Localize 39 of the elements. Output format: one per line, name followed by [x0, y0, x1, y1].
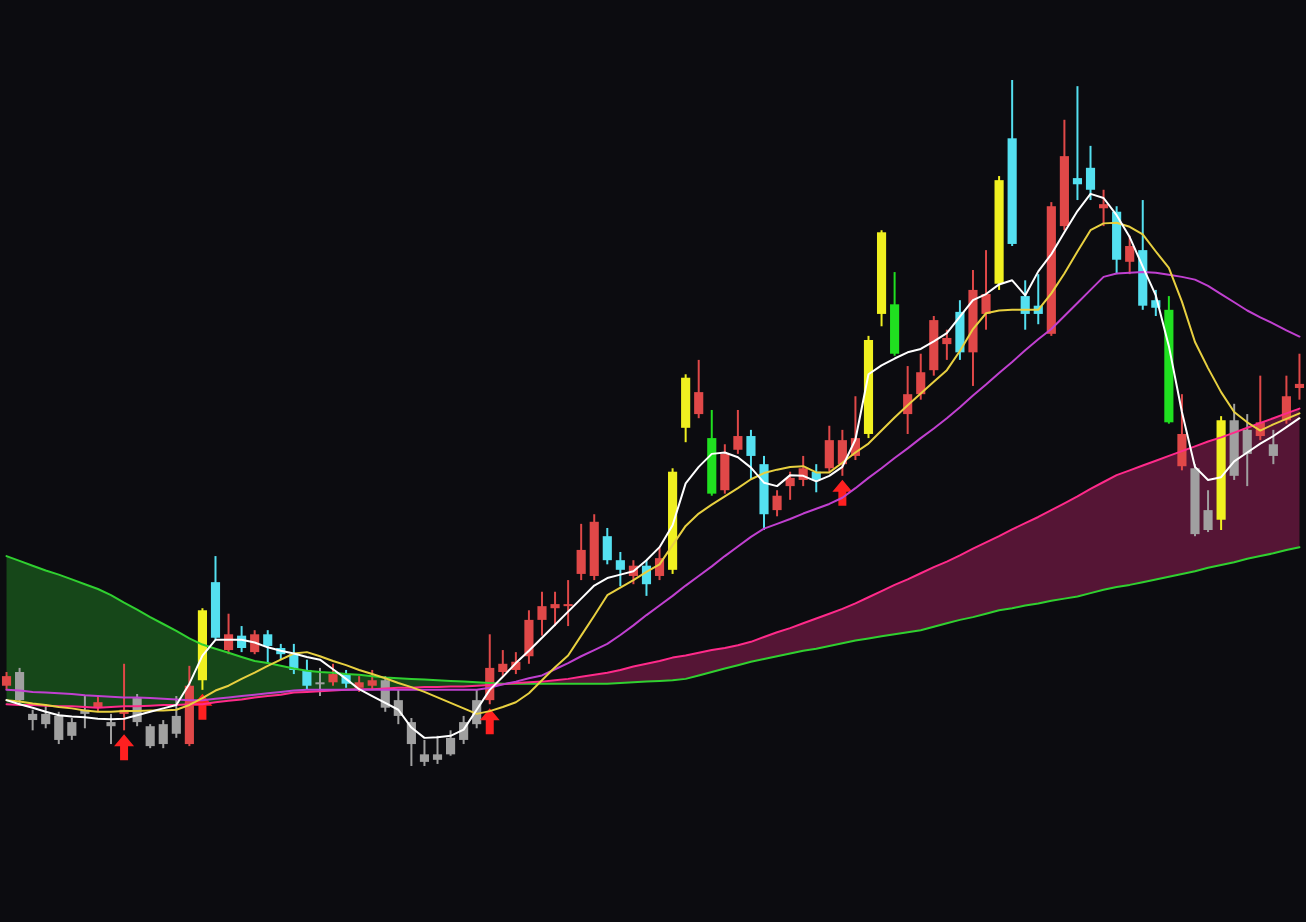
- candlestick: [302, 658, 312, 691]
- candlestick: [1085, 144, 1096, 202]
- candlestick: [28, 708, 38, 732]
- candlestick: [419, 738, 430, 767]
- candlestick: [746, 428, 756, 481]
- candlestick: [772, 489, 782, 518]
- candlestick: [158, 719, 168, 750]
- candlestick: [54, 710, 64, 746]
- candlestick: [733, 408, 743, 455]
- candlestick: [67, 716, 77, 741]
- candlestick: [171, 695, 181, 739]
- candlestick: [432, 734, 443, 765]
- candlestick: [1294, 352, 1305, 401]
- candlestick: [785, 470, 795, 501]
- candlestick: [315, 666, 325, 698]
- candlestick: [498, 649, 508, 678]
- candlestick: [106, 712, 116, 746]
- candlestick: [1242, 413, 1252, 488]
- candlestick: [1268, 428, 1278, 466]
- candlestick: [942, 328, 952, 361]
- candlestick: [1072, 85, 1083, 202]
- candlestick: [602, 526, 612, 566]
- candlestick: [145, 723, 155, 750]
- candlestick: [916, 352, 926, 401]
- candlestick: [328, 662, 338, 687]
- candlestick: [576, 522, 586, 582]
- candlestick: [824, 424, 834, 473]
- candlestick: [524, 609, 534, 665]
- candlestick: [1125, 234, 1135, 276]
- candlestick: [694, 358, 704, 420]
- candlestick: [563, 579, 573, 628]
- candlestick: [1177, 393, 1187, 472]
- candlestick: [446, 729, 456, 757]
- candlestick: [1099, 188, 1109, 228]
- candlestick: [367, 668, 377, 691]
- candlestick: [263, 629, 273, 665]
- candlestick: [720, 443, 730, 495]
- candlestick: [41, 703, 51, 730]
- candlestick: [615, 550, 625, 588]
